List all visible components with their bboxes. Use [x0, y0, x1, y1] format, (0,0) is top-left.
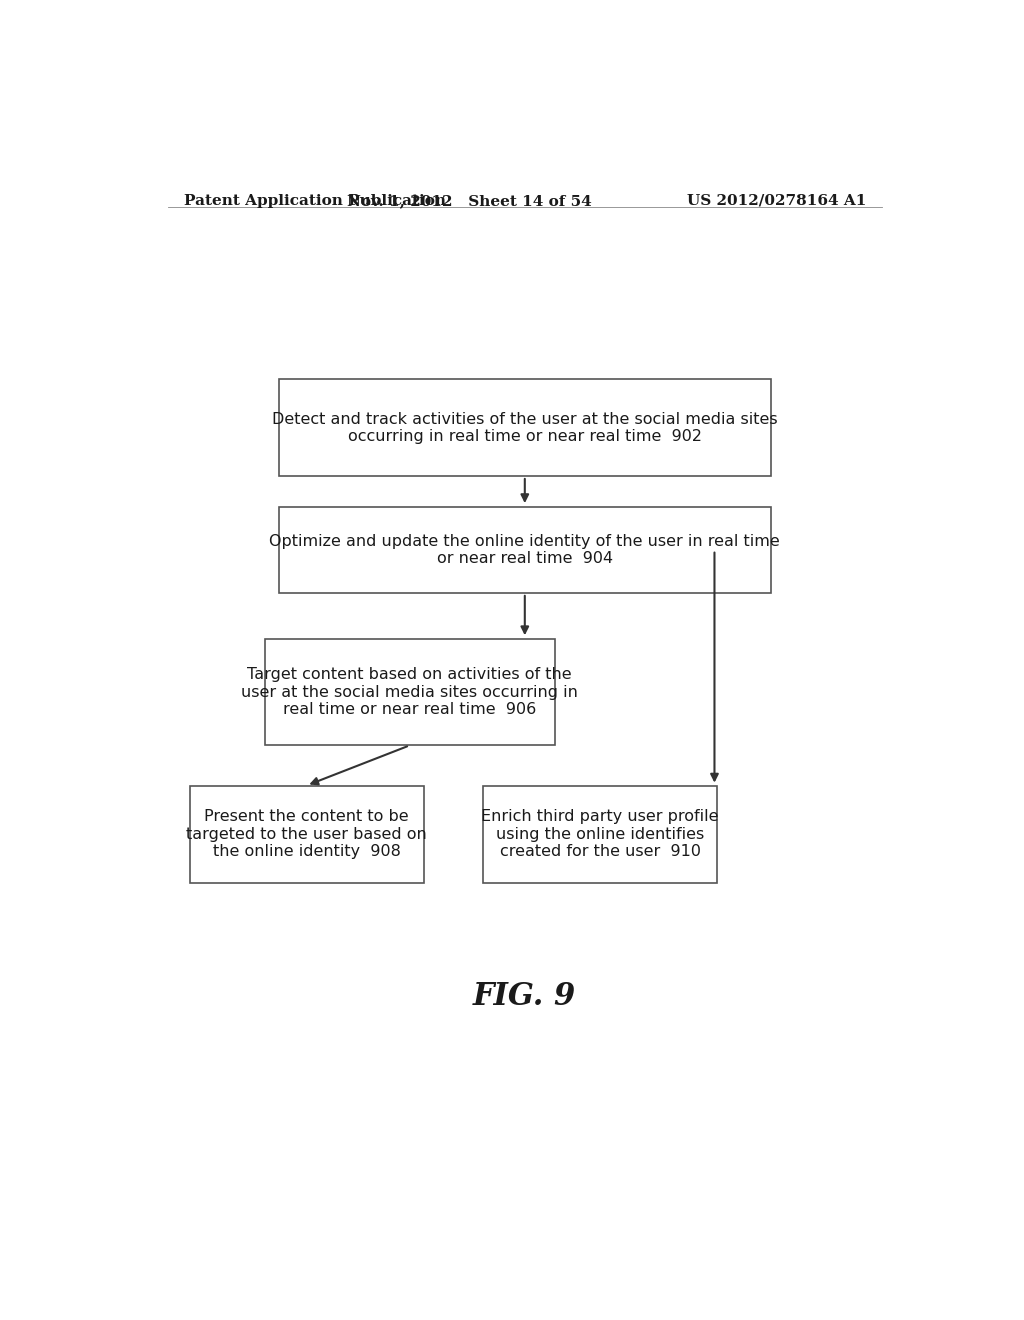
Text: Nov. 1, 2012   Sheet 14 of 54: Nov. 1, 2012 Sheet 14 of 54 — [347, 194, 592, 209]
FancyBboxPatch shape — [279, 507, 771, 593]
Text: US 2012/0278164 A1: US 2012/0278164 A1 — [687, 194, 866, 209]
FancyBboxPatch shape — [279, 379, 771, 477]
Text: Detect and track activities of the user at the social media sites
occurring in r: Detect and track activities of the user … — [272, 412, 777, 444]
Text: Patent Application Publication: Patent Application Publication — [183, 194, 445, 209]
Text: Present the content to be
targeted to the user based on
the online identity  908: Present the content to be targeted to th… — [186, 809, 427, 859]
Text: Target content based on activities of the
user at the social media sites occurri: Target content based on activities of th… — [242, 667, 579, 717]
Text: FIG. 9: FIG. 9 — [473, 982, 577, 1012]
FancyBboxPatch shape — [483, 785, 717, 883]
Text: Enrich third party user profile
using the online identifies
created for the user: Enrich third party user profile using th… — [481, 809, 719, 859]
FancyBboxPatch shape — [189, 785, 424, 883]
Text: Optimize and update the online identity of the user in real time
or near real ti: Optimize and update the online identity … — [269, 533, 780, 566]
FancyBboxPatch shape — [265, 639, 555, 746]
